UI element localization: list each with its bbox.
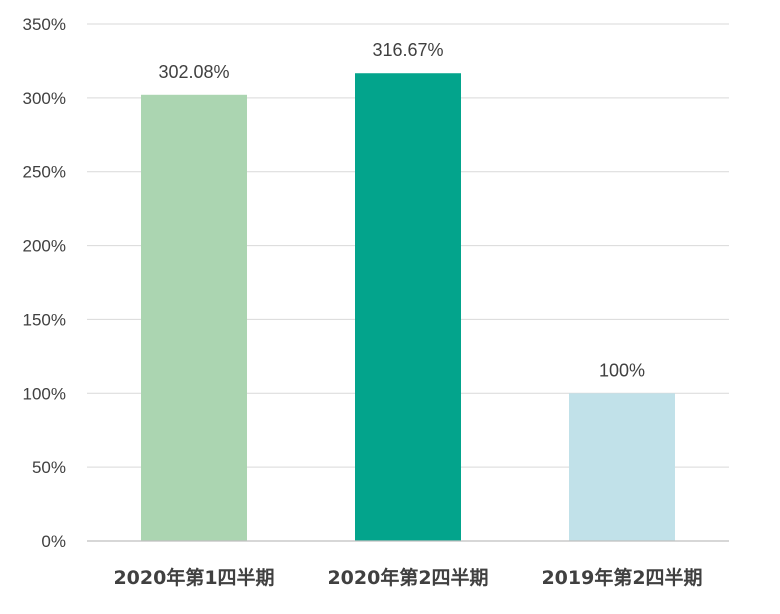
x-category-label: 2020年第2四半期 (327, 566, 488, 589)
y-tick-label: 50% (32, 458, 66, 477)
bar (141, 94, 247, 542)
y-tick-label: 300% (23, 89, 66, 108)
y-tick-label: 0% (41, 532, 66, 551)
y-tick-label: 250% (23, 163, 66, 182)
y-tick-label: 150% (23, 310, 66, 329)
bar (569, 393, 675, 541)
y-tick-label: 100% (23, 384, 66, 403)
y-tick-label: 200% (23, 237, 66, 256)
data-label: 302.08% (158, 62, 229, 82)
x-category-label: 2019年第2四半期 (541, 566, 702, 589)
data-label: 100% (599, 360, 645, 380)
y-tick-label: 350% (23, 15, 66, 34)
data-label: 316.67% (372, 40, 443, 60)
bar (355, 73, 461, 542)
x-category-label: 2020年第1四半期 (113, 566, 274, 589)
